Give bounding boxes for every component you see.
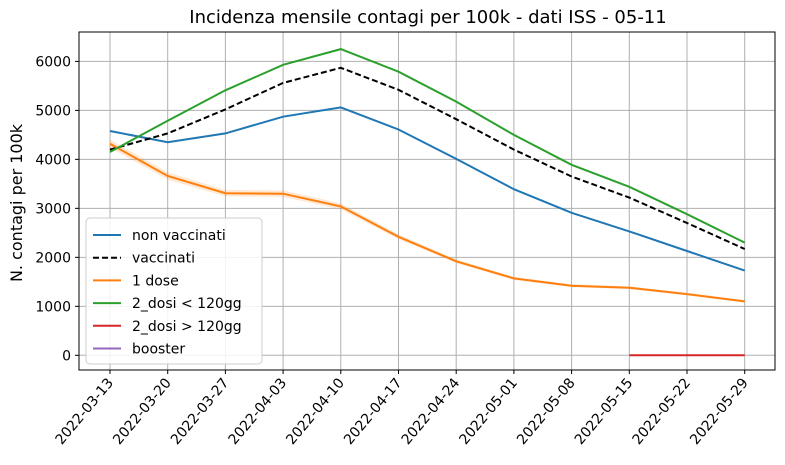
x-tick-label: 2022-04-03 <box>226 375 291 448</box>
x-tick-label: 2022-05-08 <box>514 375 579 448</box>
y-tick-label: 1000 <box>35 299 71 315</box>
y-tick-label: 0 <box>62 348 71 364</box>
plot-frame <box>78 31 776 371</box>
series-line-0 <box>109 106 746 272</box>
grid-lines <box>79 32 775 370</box>
y-tick-label: 6000 <box>35 54 71 70</box>
x-tick-label: 2022-03-13 <box>53 375 118 448</box>
legend-box <box>85 217 263 365</box>
x-tick-label: 2022-04-24 <box>399 375 464 448</box>
x-tick-label: 2022-05-22 <box>630 375 695 448</box>
legend-label: 2_dosi < 120gg <box>132 296 242 312</box>
legend-label: 2_dosi > 120gg <box>132 319 242 335</box>
legend: non vaccinati vaccinati 1 dose 2_dosi < 120… <box>85 217 263 365</box>
series-line-3 <box>109 48 746 244</box>
series-lines <box>109 48 746 357</box>
legend-label: 1 dose <box>132 273 179 289</box>
series-line-2 <box>109 142 745 303</box>
x-tick-label: 2022-05-29 <box>687 375 752 448</box>
y-tick-label: 4000 <box>35 152 71 168</box>
x-tick-label: 2022-03-27 <box>168 375 233 448</box>
legend-items: non vaccinati vaccinati 1 dose 2_dosi < 120… <box>93 228 242 358</box>
legend-label: booster <box>132 342 185 358</box>
y-axis-ticks: 0 1000 2000 3000 4000 5000 6000 <box>35 54 79 364</box>
legend-label: non vaccinati <box>132 228 226 244</box>
x-tick-label: 2022-03-20 <box>110 375 175 448</box>
x-tick-label: 2022-04-17 <box>341 375 406 448</box>
chart-title: Incidenza mensile contagi per 100k - dat… <box>189 7 666 28</box>
x-tick-label: 2022-05-15 <box>572 375 637 448</box>
y-tick-label: 5000 <box>35 103 71 119</box>
x-tick-label: 2022-05-01 <box>456 375 521 448</box>
legend-label: vaccinati <box>132 251 195 267</box>
series-line-1 <box>109 66 746 250</box>
y-axis-label: N. contagi per 100k <box>7 123 26 282</box>
x-axis-ticks: 2022-03-132022-03-202022-03-272022-04-03… <box>53 370 752 448</box>
y-tick-label: 3000 <box>35 201 71 217</box>
x-tick-label: 2022-04-10 <box>283 375 348 448</box>
y-tick-label: 2000 <box>35 250 71 266</box>
